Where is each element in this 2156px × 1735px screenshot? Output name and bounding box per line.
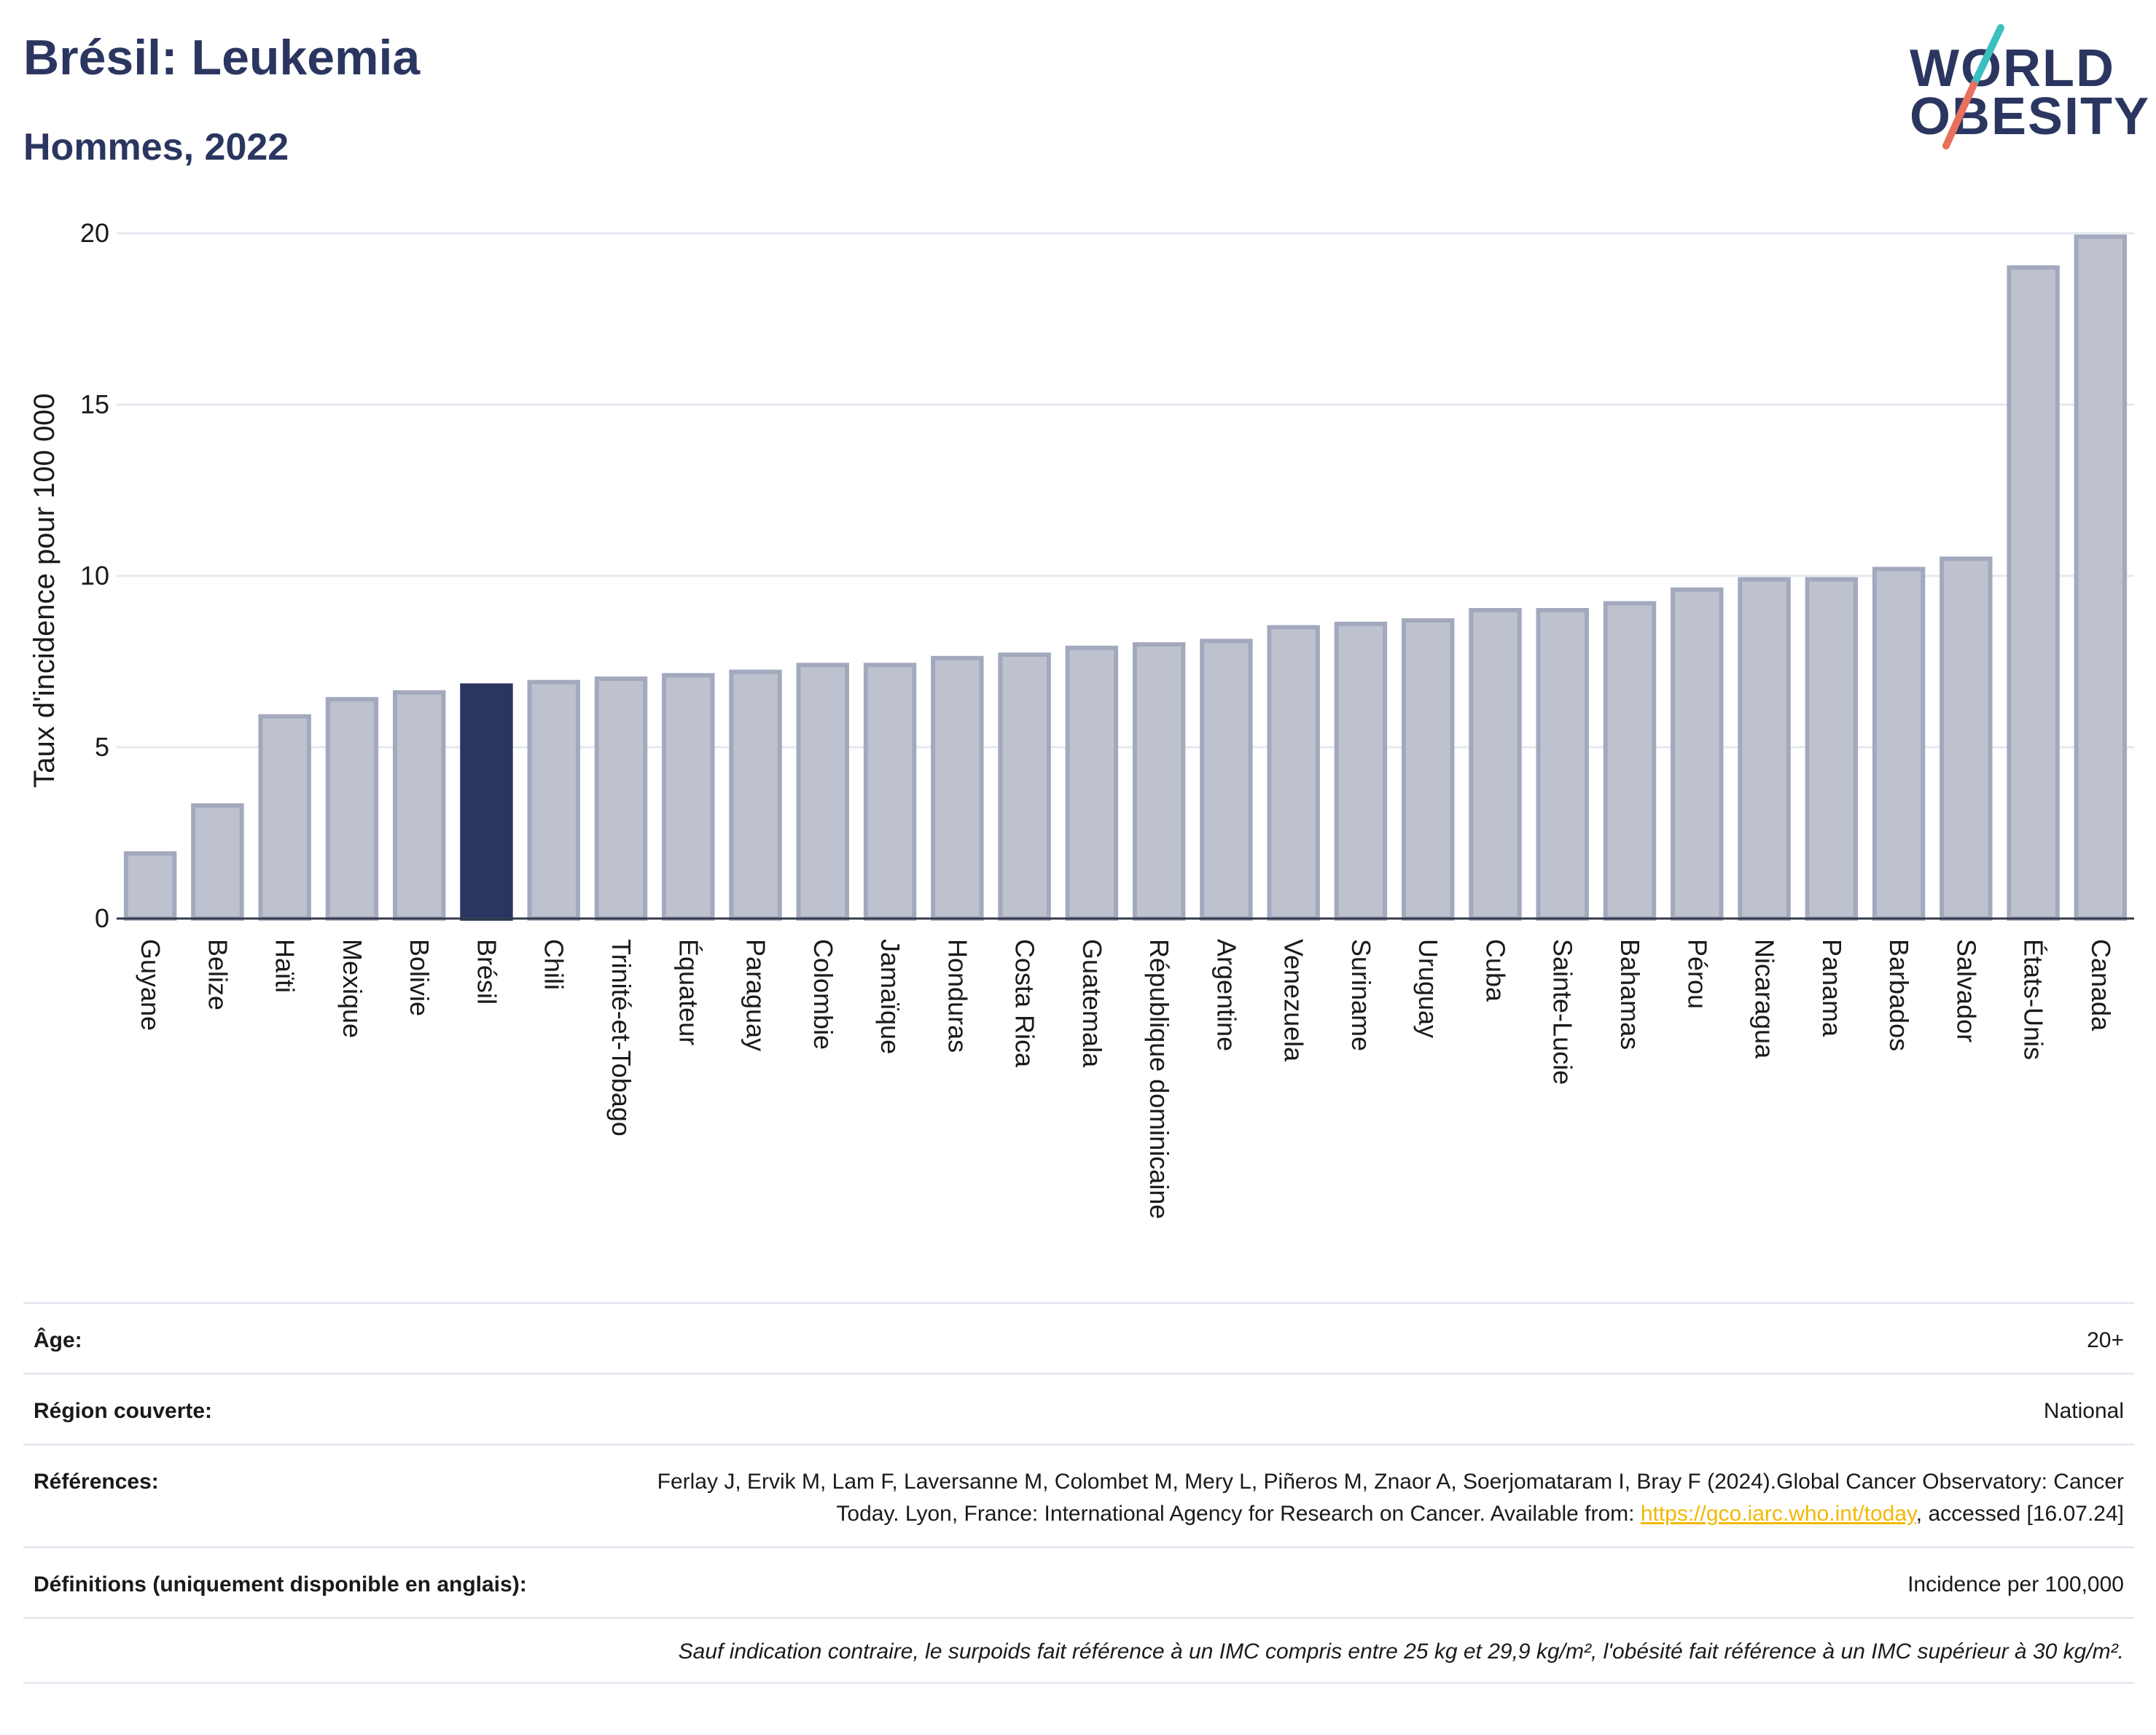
footnote: Sauf indication contraire, le surpoids f… [23, 1617, 2134, 1684]
bar-highlighted [460, 683, 513, 921]
bar-country [1805, 577, 1859, 921]
bar-country [2074, 234, 2128, 921]
bar-country [931, 655, 984, 921]
world-obesity-logo: WORLD OBESITY [1895, 22, 2149, 153]
y-tick-label: 20 [80, 218, 109, 248]
references-value: Ferlay J, Ervik M, Lam F, Laversanne M, … [593, 1466, 2124, 1530]
info-row-definitions: Définitions (uniquement disponible en an… [23, 1546, 2134, 1617]
bar-country [1132, 642, 1186, 921]
x-tick-label: Salvador [1951, 939, 1981, 1042]
x-tick-label: Canada [2086, 939, 2116, 1032]
x-tick-label: États-Unis [2019, 939, 2049, 1060]
x-tick-label: Suriname [1346, 939, 1376, 1051]
definitions-label: Définitions (uniquement disponible en an… [34, 1572, 527, 1596]
references-link[interactable]: https://gco.iarc.who.int/today [1640, 1502, 1916, 1526]
bar-chart: 0 5 10 15 20 Guyane Belize Haïti Mexique Bolivie B… [28, 218, 2134, 1219]
bar-country [1872, 566, 1926, 921]
bar-country [1603, 601, 1657, 921]
bar-country [729, 669, 782, 921]
info-row-references: Références: Ferlay J, Ervik M, Lam F, La… [23, 1443, 2134, 1546]
x-tick-label: Cuba [1480, 939, 1510, 1002]
chart-subtitle: Hommes, 2022 [23, 126, 289, 168]
x-tick-label: Mexique [337, 939, 367, 1038]
bar-country [1200, 639, 1253, 921]
x-tick-label: Argentine [1211, 939, 1241, 1051]
bar-country [796, 663, 850, 921]
x-tick-label: Costa Rica [1010, 939, 1040, 1068]
x-tick-label: Bahamas [1615, 939, 1645, 1050]
x-tick-label: Belize [203, 939, 233, 1010]
bar-country [863, 663, 917, 921]
x-tick-label: République dominicaine [1144, 939, 1174, 1219]
x-tick-label: Colombie [808, 939, 838, 1050]
y-tick-label: 10 [80, 561, 109, 590]
x-tick-label: Trinité-et-Tobago [606, 939, 636, 1136]
y-tick-label: 15 [80, 389, 109, 419]
y-axis-label: Taux d'incidence pour 100 000 [28, 393, 60, 787]
bar-country [1401, 618, 1455, 921]
bar-country [1940, 556, 1993, 921]
region-value: National [2043, 1399, 2124, 1423]
axes: 0 5 10 15 20 Guyane Belize Haïti Mexique Bolivie B… [80, 218, 2134, 1219]
x-tick-label: Sainte-Lucie [1548, 939, 1578, 1085]
bar-country [1738, 577, 1791, 921]
logo-slash-icon [1942, 24, 2004, 149]
x-tick-label: Bolivie [405, 939, 434, 1016]
y-tick-label: 0 [95, 903, 109, 933]
bar-country [1334, 621, 1388, 921]
bar-country [662, 673, 715, 921]
bar-country [191, 803, 244, 921]
bar-country [123, 851, 177, 921]
x-tick-label: Brésil [472, 939, 501, 1005]
bar-country [2007, 265, 2060, 921]
x-tick-label: Paraguay [741, 939, 771, 1051]
references-label: Références: [34, 1470, 159, 1494]
bar-country [1065, 645, 1119, 921]
logo-text-world: WORLD [1910, 39, 2115, 98]
x-tick-label: Venezuela [1279, 939, 1309, 1062]
x-tick-label: Barbados [1884, 939, 1914, 1051]
x-tick-label: Équateur [673, 939, 703, 1045]
x-tick-label: Pérou [1682, 939, 1712, 1009]
info-table: Âge: 20+ Région couverte: National Référ… [23, 1302, 2134, 1684]
x-tick-label: Guatemala [1077, 939, 1107, 1068]
chart-title: Brésil: Leukemia [23, 30, 421, 85]
bar-country [1536, 608, 1589, 921]
age-label: Âge: [34, 1328, 82, 1352]
x-tick-label: Jamaïque [875, 939, 905, 1054]
y-tick-label: 5 [95, 732, 109, 762]
bar-country [998, 652, 1051, 921]
bar-country [392, 690, 446, 921]
age-value: 20+ [2087, 1328, 2124, 1352]
bar-country [325, 697, 379, 921]
definitions-value: Incidence per 100,000 [1907, 1572, 2124, 1596]
bar-country [1671, 587, 1724, 921]
x-tick-label: Uruguay [1413, 939, 1443, 1038]
grid-lines [117, 232, 2134, 749]
bar-country [1267, 625, 1320, 921]
x-tick-label: Guyane [136, 939, 165, 1031]
x-tick-label: Honduras [942, 939, 972, 1053]
info-row-region: Région couverte: National [23, 1373, 2134, 1443]
x-tick-label: Panama [1817, 939, 1847, 1037]
bar-country [258, 714, 311, 921]
references-accessed: , accessed [16.07.24] [1915, 1502, 2124, 1526]
bar-country [1469, 608, 1522, 921]
info-row-age: Âge: 20+ [23, 1302, 2134, 1373]
bars [123, 234, 2128, 921]
x-tick-label: Haïti [270, 939, 300, 993]
bar-country [527, 679, 580, 921]
x-tick-label: Chili [539, 939, 569, 990]
x-tick-label: Nicaragua [1750, 939, 1780, 1059]
bar-country [594, 677, 648, 921]
references-text: Ferlay J, Ervik M, Lam F, Laversanne M, … [657, 1470, 2124, 1526]
region-label: Région couverte: [34, 1399, 213, 1423]
